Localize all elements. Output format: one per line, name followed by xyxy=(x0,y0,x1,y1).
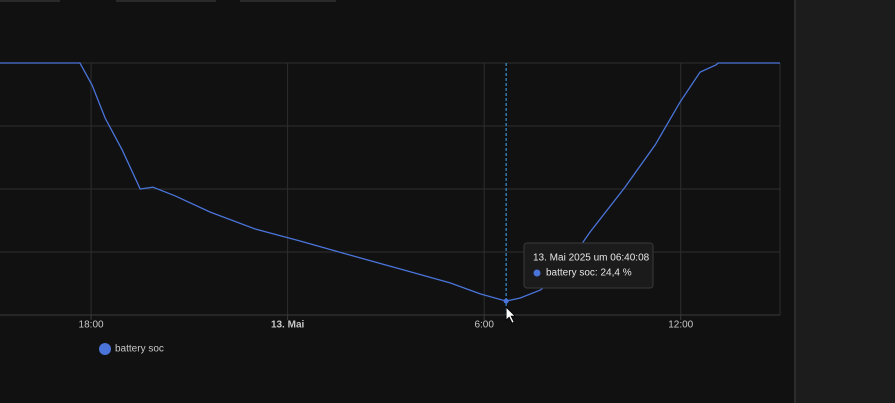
tooltip-text: battery soc: 24,4 % xyxy=(546,268,632,279)
x-tick-label: 12:00 xyxy=(668,320,693,331)
legend-swatch xyxy=(99,343,111,355)
legend-label: battery soc xyxy=(115,344,164,355)
tooltip-box xyxy=(523,242,654,289)
tooltip-title: 13. Mai 2025 um 06:40:08 xyxy=(533,253,650,264)
x-tick-label: 18:00 xyxy=(79,320,104,331)
header-fragment xyxy=(240,0,336,2)
x-tick-label: 13. Mai xyxy=(271,320,305,331)
x-tick-label: 6:00 xyxy=(474,320,494,331)
divider xyxy=(794,0,796,403)
data-line xyxy=(0,62,780,302)
tooltip-swatch xyxy=(533,269,541,277)
hover-point xyxy=(503,298,509,304)
side-panel xyxy=(796,0,895,403)
header-fragment xyxy=(116,0,216,2)
tooltip: 13. Mai 2025 um 06:40:08 battery soc: 24,… xyxy=(523,242,654,289)
cursor xyxy=(505,306,517,324)
header-fragment xyxy=(0,0,60,2)
